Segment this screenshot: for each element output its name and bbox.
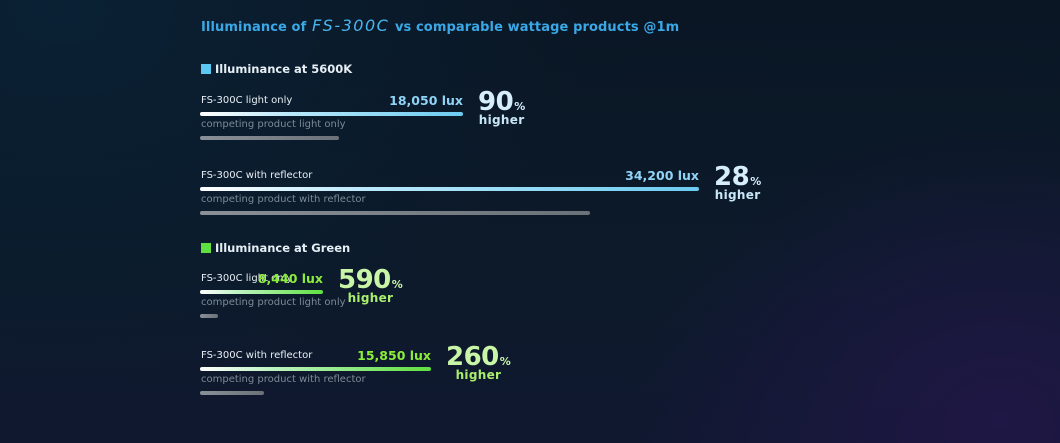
legend-swatch: [201, 64, 211, 74]
section-header: Illuminance at 5600K: [201, 62, 352, 76]
title-model: FS-300C: [311, 16, 390, 35]
section-header: Illuminance at Green: [201, 241, 350, 255]
value-label: 15,850 lux: [357, 348, 431, 363]
product-label: FS-300C with reflector: [201, 170, 313, 181]
competitor-label: competing product light only: [201, 297, 346, 308]
legend-label: Illuminance at 5600K: [215, 62, 353, 76]
value-label: 8,440 lux: [257, 271, 323, 286]
legend-swatch: [201, 243, 211, 253]
product-bar: [200, 290, 323, 294]
competitor-label: competing product with reflector: [201, 194, 366, 205]
percent-value: 28: [714, 162, 750, 192]
percent-value: 90: [478, 87, 514, 117]
title-suffix: vs comparable wattage products @1m: [394, 20, 680, 35]
title-prefix: Illuminance of: [201, 20, 307, 35]
competitor-bar: [200, 211, 590, 215]
product-bar: [200, 187, 699, 191]
competitor-label: competing product light only: [201, 119, 346, 130]
percent-symbol: %: [514, 100, 526, 113]
value-label: 18,050 lux: [389, 93, 463, 108]
product-bar: [200, 367, 431, 371]
percent-symbol: %: [750, 175, 762, 188]
higher-label: higher: [714, 188, 761, 202]
percent-value: 590: [338, 265, 391, 295]
legend-label: Illuminance at Green: [215, 241, 351, 255]
product-bar: [200, 112, 463, 116]
competitor-label: competing product with reflector: [201, 374, 366, 385]
percent-symbol: %: [499, 355, 511, 368]
competitor-bar: [200, 391, 264, 395]
percent-symbol: %: [391, 278, 403, 291]
higher-label: higher: [455, 368, 502, 382]
chart-title: Illuminance of FS-300C vs comparable wat…: [201, 16, 679, 35]
percent-higher: 28% higher: [714, 162, 761, 202]
value-label: 34,200 lux: [625, 168, 699, 183]
product-label: FS-300C light only: [201, 273, 293, 284]
higher-label: higher: [478, 113, 525, 127]
competitor-bar: [200, 136, 339, 140]
product-label: FS-300C light only: [201, 95, 293, 106]
percent-value: 260: [446, 342, 499, 372]
competitor-bar: [200, 314, 218, 318]
product-label: FS-300C with reflector: [201, 350, 313, 361]
higher-label: higher: [347, 291, 394, 305]
percent-higher: 90% higher: [478, 87, 525, 127]
percent-higher: 260% higher: [446, 342, 511, 382]
percent-higher: 590% higher: [338, 265, 403, 305]
